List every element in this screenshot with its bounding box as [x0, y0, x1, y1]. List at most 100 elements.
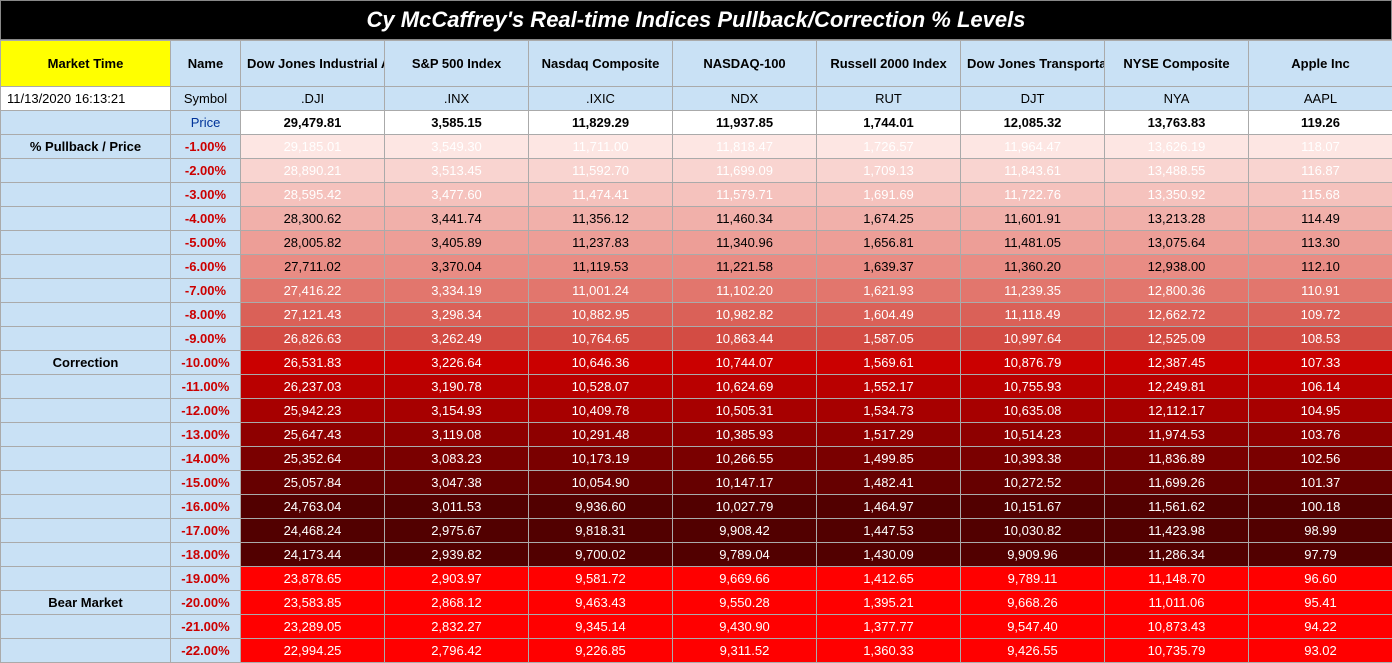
value-cell: 11,579.71	[673, 183, 817, 207]
value-cell: 1,377.77	[817, 615, 961, 639]
value-cell: 12,938.00	[1105, 255, 1249, 279]
value-cell: 2,903.97	[385, 567, 529, 591]
pct-cell: -2.00%	[171, 159, 241, 183]
value-cell: 25,942.23	[241, 399, 385, 423]
section-label-cell	[1, 159, 171, 183]
value-cell: 12,525.09	[1105, 327, 1249, 351]
value-cell: 10,646.36	[529, 351, 673, 375]
value-cell: 3,405.89	[385, 231, 529, 255]
section-label-cell	[1, 303, 171, 327]
price-cell: 1,744.01	[817, 111, 961, 135]
section-label-cell	[1, 279, 171, 303]
value-cell: 12,249.81	[1105, 375, 1249, 399]
value-cell: 9,669.66	[673, 567, 817, 591]
table-row: -12.00%25,942.233,154.9310,409.7810,505.…	[1, 399, 1392, 423]
value-cell: 9,550.28	[673, 591, 817, 615]
value-cell: 1,412.65	[817, 567, 961, 591]
header-col: NASDAQ-100	[673, 41, 817, 87]
header-market-time: Market Time	[1, 41, 171, 87]
table-row: -21.00%23,289.052,832.279,345.149,430.90…	[1, 615, 1392, 639]
value-cell: 10,027.79	[673, 495, 817, 519]
value-cell: 26,531.83	[241, 351, 385, 375]
section-label-cell	[1, 447, 171, 471]
symbol-label: Symbol	[171, 87, 241, 111]
table-row: -15.00%25,057.843,047.3810,054.9010,147.…	[1, 471, 1392, 495]
value-cell: 1,534.73	[817, 399, 961, 423]
value-cell: 26,826.63	[241, 327, 385, 351]
value-cell: 3,370.04	[385, 255, 529, 279]
symbol-cell: RUT	[817, 87, 961, 111]
section-label-cell	[1, 183, 171, 207]
value-cell: 11,964.47	[961, 135, 1105, 159]
section-label-cell	[1, 207, 171, 231]
value-cell: 11,699.26	[1105, 471, 1249, 495]
pct-cell: -11.00%	[171, 375, 241, 399]
section-label-cell: % Pullback / Price	[1, 135, 171, 159]
value-cell: 118.07	[1249, 135, 1392, 159]
value-cell: 1,430.09	[817, 543, 961, 567]
value-cell: 23,583.85	[241, 591, 385, 615]
value-cell: 2,832.27	[385, 615, 529, 639]
value-cell: 25,647.43	[241, 423, 385, 447]
pct-cell: -9.00%	[171, 327, 241, 351]
value-cell: 97.79	[1249, 543, 1392, 567]
value-cell: 1,674.25	[817, 207, 961, 231]
value-cell: 2,868.12	[385, 591, 529, 615]
value-cell: 2,975.67	[385, 519, 529, 543]
section-label-cell	[1, 543, 171, 567]
value-cell: 3,441.74	[385, 207, 529, 231]
value-cell: 11,360.20	[961, 255, 1105, 279]
value-cell: 11,119.53	[529, 255, 673, 279]
value-cell: 26,237.03	[241, 375, 385, 399]
price-cell: 13,763.83	[1105, 111, 1249, 135]
table-row: -16.00%24,763.043,011.539,936.6010,027.7…	[1, 495, 1392, 519]
header-col: Apple Inc	[1249, 41, 1392, 87]
price-cell: 11,829.29	[529, 111, 673, 135]
pct-cell: -18.00%	[171, 543, 241, 567]
value-cell: 10,764.65	[529, 327, 673, 351]
value-cell: 10,054.90	[529, 471, 673, 495]
value-cell: 11,001.24	[529, 279, 673, 303]
value-cell: 11,699.09	[673, 159, 817, 183]
table-row: -17.00%24,468.242,975.679,818.319,908.42…	[1, 519, 1392, 543]
value-cell: 1,552.17	[817, 375, 961, 399]
value-cell: 3,154.93	[385, 399, 529, 423]
value-cell: 13,075.64	[1105, 231, 1249, 255]
value-cell: 10,876.79	[961, 351, 1105, 375]
pct-cell: -20.00%	[171, 591, 241, 615]
symbol-cell: .INX	[385, 87, 529, 111]
value-cell: 1,709.13	[817, 159, 961, 183]
value-cell: 1,691.69	[817, 183, 961, 207]
section-label-cell	[1, 399, 171, 423]
value-cell: 10,291.48	[529, 423, 673, 447]
value-cell: 10,997.64	[961, 327, 1105, 351]
value-cell: 10,272.52	[961, 471, 1105, 495]
value-cell: 112.10	[1249, 255, 1392, 279]
value-cell: 109.72	[1249, 303, 1392, 327]
price-cell: 12,085.32	[961, 111, 1105, 135]
value-cell: 10,147.17	[673, 471, 817, 495]
page-title: Cy McCaffrey's Real-time Indices Pullbac…	[0, 0, 1392, 40]
section-label-cell	[1, 255, 171, 279]
value-cell: 108.53	[1249, 327, 1392, 351]
value-cell: 2,939.82	[385, 543, 529, 567]
section-label-cell	[1, 495, 171, 519]
value-cell: 94.22	[1249, 615, 1392, 639]
value-cell: 27,121.43	[241, 303, 385, 327]
value-cell: 23,878.65	[241, 567, 385, 591]
value-cell: 1,621.93	[817, 279, 961, 303]
value-cell: 1,726.57	[817, 135, 961, 159]
value-cell: 11,722.76	[961, 183, 1105, 207]
value-cell: 95.41	[1249, 591, 1392, 615]
value-cell: 10,514.23	[961, 423, 1105, 447]
value-cell: 3,334.19	[385, 279, 529, 303]
section-label-cell	[1, 471, 171, 495]
value-cell: 24,468.24	[241, 519, 385, 543]
value-cell: 1,587.05	[817, 327, 961, 351]
pct-cell: -15.00%	[171, 471, 241, 495]
value-cell: 28,300.62	[241, 207, 385, 231]
symbol-cell: NYA	[1105, 87, 1249, 111]
table-row: -9.00%26,826.633,262.4910,764.6510,863.4…	[1, 327, 1392, 351]
value-cell: 9,789.04	[673, 543, 817, 567]
value-cell: 104.95	[1249, 399, 1392, 423]
